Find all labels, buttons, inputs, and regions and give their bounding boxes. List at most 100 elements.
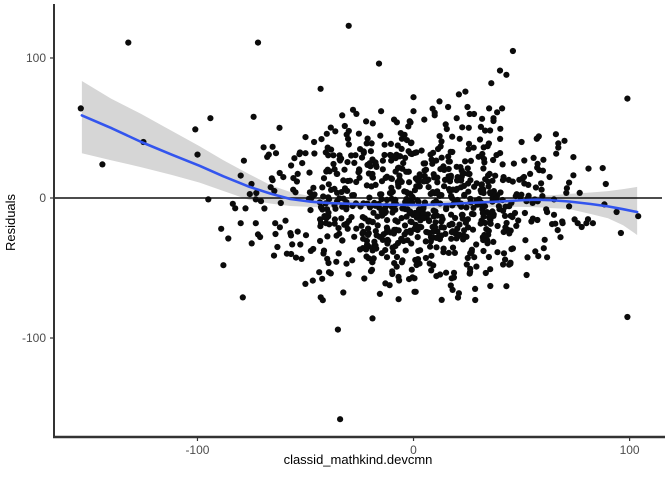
data-point: [351, 233, 358, 240]
data-point: [406, 276, 413, 283]
data-point: [317, 294, 324, 301]
data-point: [496, 67, 504, 74]
data-point: [386, 190, 394, 197]
data-point: [430, 149, 437, 156]
y-tick-label: 0: [39, 191, 46, 205]
data-point: [364, 241, 371, 248]
data-point: [294, 228, 301, 235]
data-point: [395, 227, 402, 234]
data-point: [333, 232, 340, 239]
data-point: [416, 183, 423, 190]
data-point: [518, 138, 525, 146]
data-point: [464, 103, 471, 111]
data-point: [402, 154, 409, 161]
data-point: [395, 164, 402, 171]
data-point: [554, 227, 561, 234]
data-point: [252, 220, 259, 227]
data-point: [77, 105, 84, 112]
data-point: [276, 169, 283, 177]
data-point: [316, 269, 323, 276]
data-point: [320, 193, 327, 200]
data-point: [473, 263, 480, 270]
data-point: [125, 39, 132, 46]
data-point: [467, 157, 474, 164]
data-point: [297, 241, 304, 248]
data-point: [390, 230, 397, 237]
data-point: [482, 269, 489, 277]
data-point: [477, 123, 484, 130]
data-point: [480, 165, 487, 172]
data-point: [339, 112, 346, 119]
data-point: [561, 137, 568, 144]
data-point: [589, 220, 597, 227]
data-point: [205, 196, 212, 203]
data-point: [384, 217, 391, 224]
data-point: [471, 183, 478, 190]
data-point: [552, 131, 560, 138]
axis-lines: [53, 4, 665, 439]
data-point: [467, 250, 474, 257]
data-point: [446, 186, 453, 193]
data-point: [269, 143, 276, 150]
data-point: [510, 160, 517, 167]
data-point: [599, 165, 606, 172]
data-point: [218, 225, 225, 232]
data-point: [453, 163, 460, 170]
data-point: [470, 204, 477, 211]
y-axis-title: Residuals: [3, 193, 18, 251]
data-point: [333, 258, 340, 265]
data-point: [250, 113, 257, 120]
data-point: [477, 220, 484, 227]
data-point: [242, 205, 249, 212]
data-point: [465, 140, 473, 147]
loess-line: [80, 114, 639, 214]
data-point: [534, 160, 541, 167]
data-point: [486, 105, 493, 112]
data-point: [415, 198, 422, 205]
data-point: [500, 250, 508, 257]
data-point: [486, 170, 493, 177]
data-point: [341, 122, 348, 130]
data-point: [447, 174, 454, 181]
data-point: [395, 296, 402, 303]
data-point: [378, 196, 385, 203]
data-point: [399, 205, 406, 212]
data-point: [443, 204, 450, 211]
data-point: [445, 158, 452, 165]
data-point: [325, 152, 332, 159]
data-point: [343, 260, 350, 267]
data-point: [613, 208, 620, 216]
data-point: [500, 261, 507, 268]
data-point: [570, 154, 577, 161]
data-point: [270, 252, 278, 259]
data-point: [425, 184, 432, 191]
data-point: [420, 210, 427, 217]
data-point: [392, 217, 399, 224]
data-point: [497, 125, 504, 132]
data-point: [290, 186, 297, 193]
data-point: [449, 133, 456, 140]
data-point: [375, 60, 383, 67]
data-point: [345, 271, 352, 278]
data-point: [493, 195, 500, 202]
data-point: [521, 209, 529, 217]
data-point: [363, 140, 370, 147]
data-point: [450, 269, 458, 276]
data-point: [403, 189, 410, 196]
data-point: [220, 262, 227, 269]
data-point: [481, 203, 489, 210]
data-point: [470, 110, 478, 118]
data-point: [237, 172, 244, 179]
data-point: [462, 158, 469, 165]
data-point: [449, 221, 456, 228]
data-point: [484, 240, 491, 247]
data-point: [276, 224, 283, 231]
data-point: [366, 194, 373, 201]
data-point: [522, 237, 529, 244]
data-point: [544, 209, 551, 216]
data-point: [465, 146, 472, 153]
data-point: [500, 228, 507, 236]
data-point: [324, 166, 331, 173]
data-point: [288, 162, 295, 169]
data-point: [458, 211, 465, 218]
